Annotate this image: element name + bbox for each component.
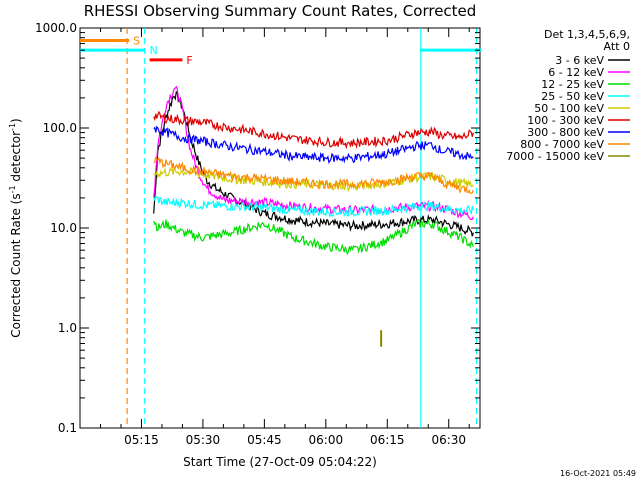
y-tick-label: 100.0: [43, 121, 77, 135]
legend-item-label: 12 - 25 keV: [541, 78, 604, 91]
x-axis: 05:15 05:30 05:45 06:00 06:15 06:30: [99, 28, 470, 447]
series-trace: [153, 125, 474, 164]
x-tick-label: 05:45: [247, 433, 282, 447]
y-axis-label-sup2: -1: [8, 123, 17, 131]
x-tick-label: 06:00: [309, 433, 344, 447]
y-tick-label: 1000.0: [35, 21, 77, 35]
legend-item-label: 6 - 12 keV: [548, 66, 604, 79]
flag-label: S: [133, 34, 140, 47]
legend-item-label: 300 - 800 keV: [527, 126, 604, 139]
legend-item-label: 7000 - 15000 keV: [506, 150, 604, 163]
y-axis-label-part3: ): [9, 118, 23, 123]
series-trace: [153, 85, 474, 221]
series-trace: [153, 110, 474, 150]
y-axis-label-part1: Corrected Count Rate (s: [9, 193, 23, 337]
y-axis-label-sup1: -1: [8, 185, 17, 193]
legend-item-label: 800 - 7000 keV: [520, 138, 604, 151]
y-tick-label: 0.1: [58, 421, 77, 435]
legend-item-label: 25 - 50 keV: [541, 90, 604, 103]
x-tick-label: 05:15: [124, 433, 159, 447]
series-trace: [153, 194, 474, 218]
series-trace: [153, 156, 474, 195]
x-axis-label: Start Time (27-Oct-09 05:04:22): [183, 455, 377, 469]
y-tick-label: 1.0: [58, 321, 77, 335]
y-axis: 1000.0 100.0 10.0 1.0 0.1: [35, 21, 480, 435]
x-tick-label: 06:30: [431, 433, 466, 447]
legend-header-detectors: Det 1,3,4,5,6,9,: [544, 28, 630, 41]
y-tick-label: 10.0: [50, 221, 77, 235]
x-tick-label: 06:15: [370, 433, 405, 447]
generation-timestamp: 16-Oct-2021 05:49: [560, 469, 636, 478]
legend-item-label: 3 - 6 keV: [555, 54, 604, 67]
legend-header-attenuator: Att 0: [604, 40, 630, 53]
y-axis-label: Corrected Count Rate (s-1 detector-1): [8, 118, 23, 337]
time-markers: [126, 28, 478, 428]
flag-label: N: [150, 44, 158, 57]
observing-flags: SN F: [80, 34, 482, 67]
series-trace: [153, 218, 474, 256]
legend-item-label: 50 - 100 keV: [534, 102, 604, 115]
legend-item-label: 100 - 300 keV: [527, 114, 604, 127]
chart-title: RHESSI Observing Summary Count Rates, Co…: [84, 2, 477, 20]
y-axis-label-part2: detector: [9, 131, 23, 186]
x-tick-label: 05:30: [186, 433, 221, 447]
flag-label: F: [186, 54, 192, 67]
count-rate-series: [153, 85, 474, 347]
